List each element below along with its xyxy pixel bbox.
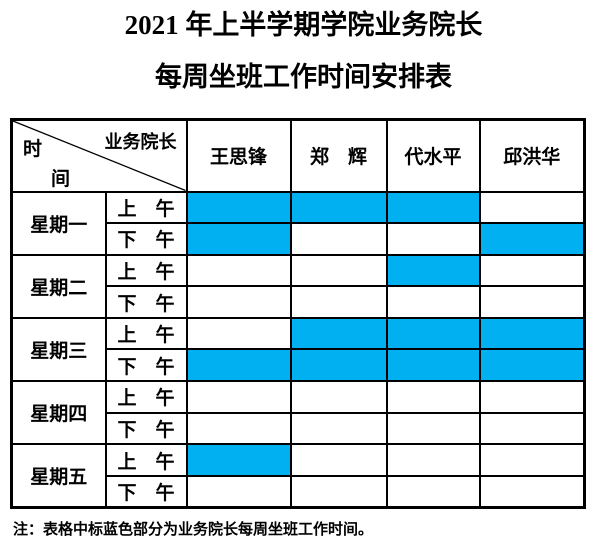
schedule-cell bbox=[385, 348, 481, 383]
schedule-cell bbox=[478, 222, 586, 256]
day-label-friday: 星期五 bbox=[10, 443, 107, 509]
day-label-tuesday: 星期二 bbox=[10, 253, 107, 319]
session-label-afternoon: 下 午 bbox=[104, 411, 188, 446]
schedule-cell bbox=[185, 253, 292, 288]
schedule-cell bbox=[478, 380, 586, 414]
session-label-morning: 上 午 bbox=[104, 316, 188, 351]
session-label-afternoon: 下 午 bbox=[104, 222, 188, 256]
session-label-afternoon: 下 午 bbox=[104, 474, 188, 509]
dean-header-wangsifeng: 王思锋 bbox=[185, 118, 292, 193]
schedule-cell bbox=[185, 411, 292, 446]
schedule-cell bbox=[185, 380, 292, 414]
day-label-thursday: 星期四 bbox=[10, 380, 107, 446]
schedule-cell bbox=[385, 411, 481, 446]
dean-header-qiuhonghua: 邱洪华 bbox=[478, 118, 586, 193]
dean-header-zhenghui: 郑 辉 bbox=[289, 118, 388, 193]
session-label-afternoon: 下 午 bbox=[104, 285, 188, 319]
schedule-cell bbox=[478, 253, 586, 288]
dean-header-daishuiping: 代水平 bbox=[385, 118, 481, 193]
schedule-cell bbox=[385, 253, 481, 288]
session-label-morning: 上 午 bbox=[104, 443, 188, 477]
schedule-cell bbox=[185, 190, 292, 225]
schedule-cell bbox=[289, 316, 388, 351]
schedule-cell bbox=[478, 285, 586, 319]
corner-time-axis-char-top: 时 bbox=[23, 139, 43, 160]
schedule-cell bbox=[289, 380, 388, 414]
schedule-cell bbox=[289, 190, 388, 225]
schedule-cell bbox=[289, 443, 388, 477]
schedule-cell bbox=[385, 285, 481, 319]
schedule-cell bbox=[289, 285, 388, 319]
session-label-morning: 上 午 bbox=[104, 190, 188, 225]
page-title-line2: 每周坐班工作时间安排表 bbox=[155, 62, 452, 92]
schedule-cell bbox=[289, 222, 388, 256]
schedule-cell bbox=[185, 474, 292, 509]
schedule-cell bbox=[289, 411, 388, 446]
schedule-cell bbox=[478, 348, 586, 383]
day-label-monday: 星期一 bbox=[10, 190, 107, 256]
schedule-cell bbox=[185, 285, 292, 319]
corner-time-axis-char-bottom: 间 bbox=[51, 169, 71, 190]
session-label-morning: 上 午 bbox=[104, 380, 188, 414]
schedule-cell bbox=[385, 380, 481, 414]
schedule-cell bbox=[185, 222, 292, 256]
schedule-cell bbox=[385, 190, 481, 225]
page-title-line1: 2021 年上半学期学院业务院长 bbox=[124, 10, 483, 40]
schedule-cell bbox=[289, 253, 388, 288]
schedule-cell bbox=[185, 443, 292, 477]
footnote: 注：表格中标蓝色部分为业务院长每周坐班工作时间。 bbox=[13, 522, 374, 538]
schedule-cell bbox=[385, 222, 481, 256]
schedule-cell bbox=[385, 474, 481, 509]
schedule-cell bbox=[385, 316, 481, 351]
schedule-cell bbox=[478, 443, 586, 477]
schedule-cell bbox=[185, 316, 292, 351]
schedule-cell bbox=[478, 190, 586, 225]
diagonal-divider-line bbox=[13, 121, 186, 191]
schedule-cell bbox=[289, 348, 388, 383]
schedule-cell bbox=[478, 474, 586, 509]
schedule-cell bbox=[185, 348, 292, 383]
schedule-cell bbox=[385, 443, 481, 477]
session-label-morning: 上 午 bbox=[104, 253, 188, 288]
schedule-cell bbox=[478, 316, 586, 351]
schedule-cell bbox=[289, 474, 388, 509]
schedule-table: 业务院长 时 间 王思锋 郑 辉 代水平 邱洪华 星期一 上 午 下 午 星期二… bbox=[10, 118, 586, 509]
corner-header-cell: 业务院长 时 间 bbox=[10, 118, 188, 193]
schedule-cell bbox=[478, 411, 586, 446]
corner-dean-axis-label: 业务院长 bbox=[104, 132, 177, 152]
day-label-wednesday: 星期三 bbox=[10, 316, 107, 383]
session-label-afternoon: 下 午 bbox=[104, 348, 188, 383]
